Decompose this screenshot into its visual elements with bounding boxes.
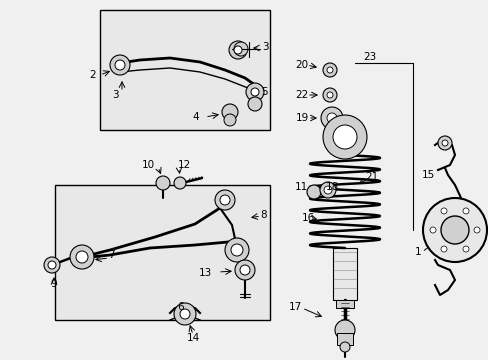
Circle shape <box>70 245 94 269</box>
Circle shape <box>222 104 238 120</box>
Circle shape <box>332 125 356 149</box>
Circle shape <box>437 136 451 150</box>
Text: 5: 5 <box>261 87 268 97</box>
Text: 22: 22 <box>295 90 308 100</box>
Bar <box>100 10 269 130</box>
Text: 16: 16 <box>301 213 314 223</box>
Circle shape <box>306 185 320 199</box>
Text: 9: 9 <box>51 279 57 289</box>
Circle shape <box>323 115 366 159</box>
Circle shape <box>319 182 335 198</box>
Circle shape <box>156 176 170 190</box>
Circle shape <box>339 342 349 352</box>
Circle shape <box>250 88 259 96</box>
Text: 23: 23 <box>363 52 376 62</box>
Circle shape <box>115 60 125 70</box>
Circle shape <box>44 257 60 273</box>
Circle shape <box>235 260 254 280</box>
Circle shape <box>473 227 479 233</box>
Bar <box>55 185 269 320</box>
Circle shape <box>326 113 336 123</box>
Circle shape <box>323 88 336 102</box>
Circle shape <box>240 265 249 275</box>
Circle shape <box>230 244 243 256</box>
Circle shape <box>320 107 342 129</box>
Circle shape <box>220 195 229 205</box>
Circle shape <box>234 46 242 54</box>
Circle shape <box>174 303 196 325</box>
Circle shape <box>334 320 354 340</box>
Circle shape <box>234 42 247 56</box>
Bar <box>335 300 353 308</box>
Bar <box>332 248 356 300</box>
Circle shape <box>462 208 468 214</box>
Text: 8: 8 <box>260 210 267 220</box>
Text: 20: 20 <box>295 60 308 70</box>
Circle shape <box>48 261 56 269</box>
Circle shape <box>174 177 185 189</box>
Text: 21: 21 <box>365 172 378 182</box>
Text: 18: 18 <box>325 182 339 192</box>
Text: 4: 4 <box>192 112 199 122</box>
Circle shape <box>224 238 248 262</box>
Circle shape <box>326 92 332 98</box>
Bar <box>336 333 352 345</box>
Text: 3: 3 <box>261 42 268 52</box>
Text: 17: 17 <box>288 302 301 312</box>
Circle shape <box>429 227 435 233</box>
Circle shape <box>326 67 332 73</box>
Circle shape <box>215 190 235 210</box>
Circle shape <box>462 246 468 252</box>
Circle shape <box>224 114 236 126</box>
Circle shape <box>422 198 486 262</box>
Text: 1: 1 <box>414 247 421 257</box>
Circle shape <box>247 97 262 111</box>
Circle shape <box>324 186 331 194</box>
Circle shape <box>441 140 447 146</box>
Circle shape <box>180 309 190 319</box>
Circle shape <box>440 208 446 214</box>
Text: 12: 12 <box>178 160 191 170</box>
Circle shape <box>228 41 246 59</box>
Text: 14: 14 <box>186 333 199 343</box>
Circle shape <box>76 251 88 263</box>
Text: 10: 10 <box>142 160 155 170</box>
Circle shape <box>440 216 468 244</box>
Text: 3: 3 <box>111 90 118 100</box>
Circle shape <box>323 63 336 77</box>
Circle shape <box>440 246 446 252</box>
Circle shape <box>245 83 264 101</box>
Circle shape <box>110 55 130 75</box>
Text: 15: 15 <box>421 170 434 180</box>
Text: 19: 19 <box>295 113 308 123</box>
Text: 7: 7 <box>107 250 114 260</box>
Text: 6: 6 <box>177 302 184 312</box>
Text: 11: 11 <box>294 182 307 192</box>
Text: 13: 13 <box>198 268 211 278</box>
Text: 2: 2 <box>89 70 96 80</box>
